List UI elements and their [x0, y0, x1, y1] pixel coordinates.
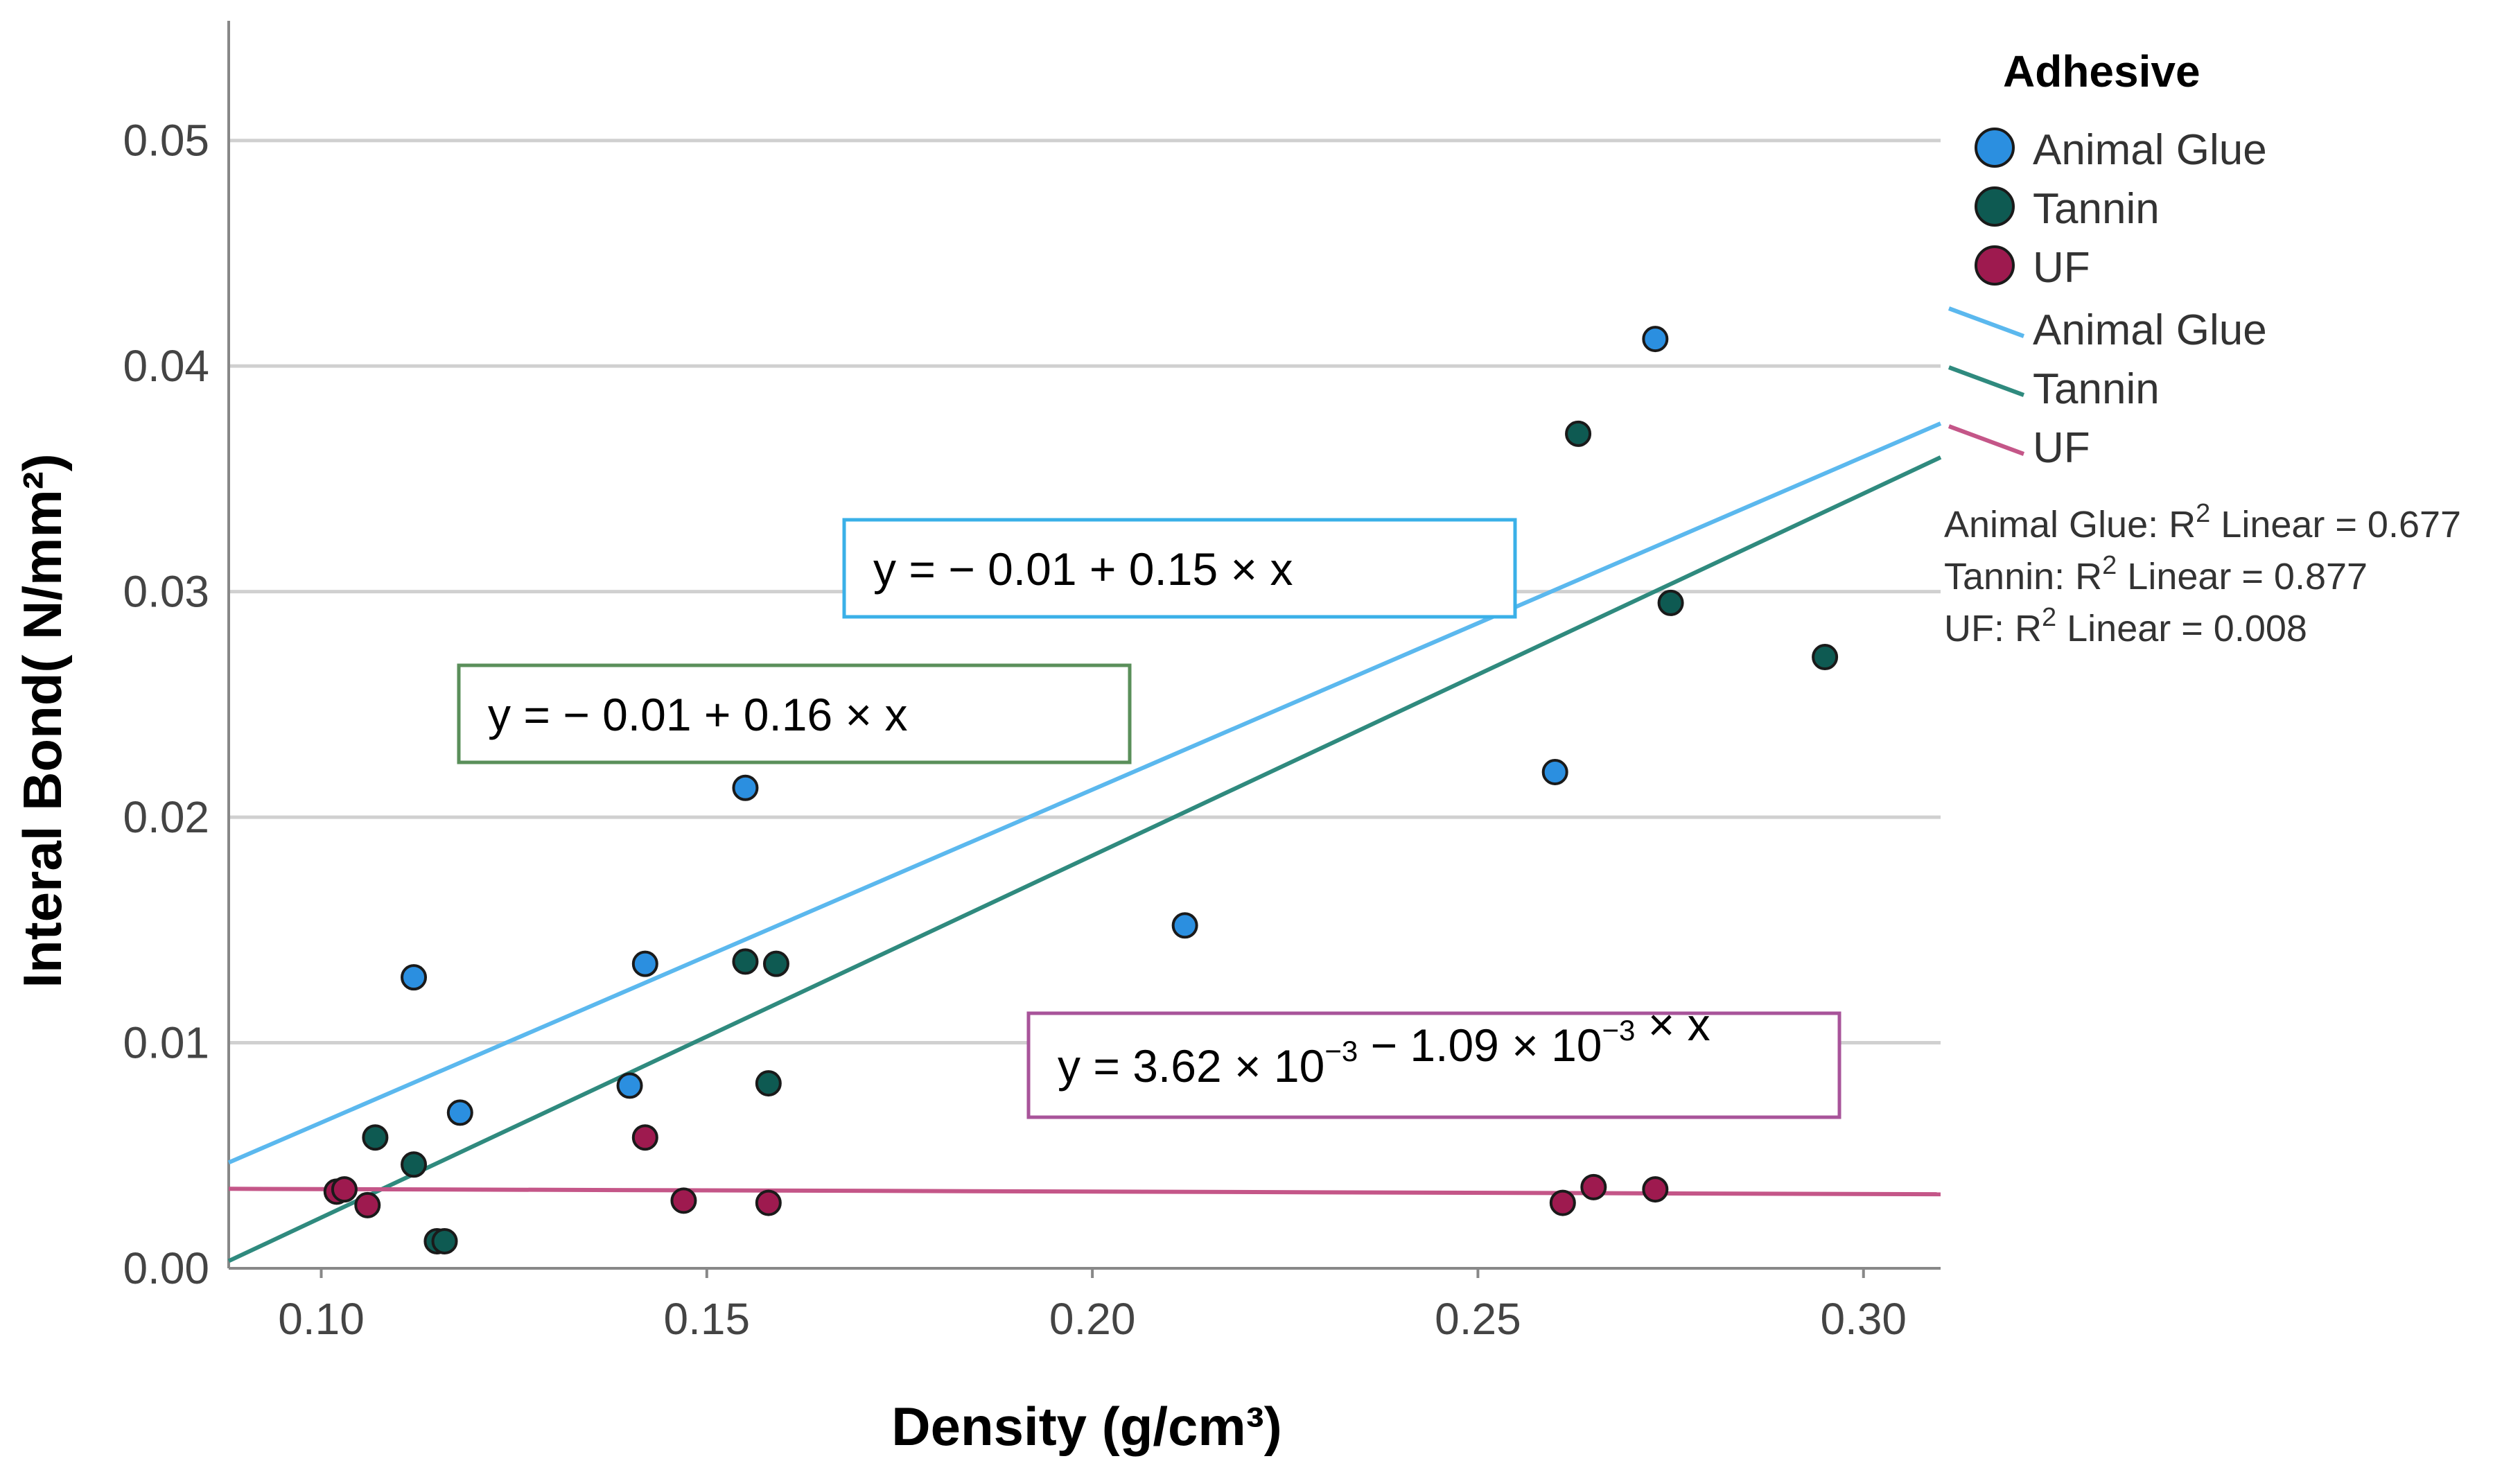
- legend: Adhesive Animal Glue Tannin UF Animal Glue Ta…: [1944, 46, 2461, 649]
- data-point-uf: [755, 1189, 782, 1216]
- legend-marker: [1975, 245, 2015, 286]
- data-point-uf: [1642, 1176, 1669, 1203]
- x-tick-label: 0.20: [1049, 1294, 1136, 1344]
- data-point-tannin: [1657, 589, 1684, 616]
- y-tick-label: 0.00: [123, 1243, 209, 1293]
- legend-label: Animal Glue: [2033, 126, 2267, 174]
- equation-label: y = − 0.01 + 0.15 × x: [873, 543, 1293, 595]
- data-point-uf: [354, 1191, 381, 1218]
- data-point-uf: [331, 1176, 358, 1203]
- legend-line-swatch: [1948, 424, 2025, 456]
- equation-annotations: y = − 0.01 + 0.15 × x y = − 0.01 + 0.16 ×…: [457, 518, 1841, 1119]
- fit-line-animal-glue: [227, 421, 1942, 1165]
- legend-line-swatch: [1948, 306, 2025, 338]
- data-point-uf: [1549, 1189, 1576, 1216]
- data-point-tannin: [401, 1151, 428, 1178]
- equation-box: [457, 663, 1132, 764]
- data-point-animal-glue: [616, 1072, 643, 1099]
- data-point-animal-glue: [732, 774, 759, 801]
- y-tick-label: 0.04: [123, 341, 209, 391]
- data-points: [323, 326, 1839, 1254]
- data-point-animal-glue: [1642, 326, 1669, 353]
- x-tick-label: 0.10: [278, 1294, 365, 1344]
- legend-label: Tannin: [2033, 185, 2160, 233]
- data-point-tannin: [1565, 420, 1592, 447]
- data-point-animal-glue: [1541, 759, 1568, 785]
- legend-label: Animal Glue: [2033, 306, 2267, 354]
- y-tick-label: 0.02: [123, 792, 209, 842]
- data-point-tannin: [362, 1124, 389, 1151]
- fit-line-tannin: [227, 455, 1942, 1263]
- data-point-tannin: [1812, 644, 1839, 671]
- data-point-tannin: [755, 1070, 782, 1097]
- legend-label: UF: [2033, 244, 2090, 292]
- y-tick-label: 0.05: [123, 116, 209, 166]
- data-point-animal-glue: [446, 1099, 473, 1126]
- data-point-animal-glue: [1171, 912, 1198, 939]
- data-point-tannin: [762, 950, 789, 977]
- x-tick-label: 0.15: [664, 1294, 751, 1344]
- legend-label: Tannin: [2033, 365, 2160, 413]
- data-point-tannin: [431, 1227, 458, 1254]
- y-tick-label: 0.01: [123, 1018, 209, 1068]
- data-point-animal-glue: [401, 964, 428, 991]
- y-axis-title: Interal Bond( N/mm²): [12, 453, 73, 988]
- data-point-uf: [670, 1187, 697, 1214]
- legend-label: UF: [2033, 424, 2090, 472]
- x-tick-label: 0.30: [1820, 1294, 1907, 1344]
- legend-title: Adhesive: [2003, 46, 2200, 96]
- axes: 0.00 0.01 0.02 0.03 0.04 0.05 0.10 0.15 0.20 0.25…: [123, 21, 1941, 1344]
- r-squared-label: Tannin: R2 Linear = 0.877: [1944, 551, 2368, 597]
- legend-line-swatch: [1948, 365, 2025, 397]
- data-point-uf: [1580, 1173, 1607, 1200]
- equation-label: y = − 0.01 + 0.16 × x: [488, 689, 907, 740]
- data-point-uf: [631, 1124, 658, 1151]
- x-tick-label: 0.25: [1435, 1294, 1521, 1344]
- r-squared-label: Animal Glue: R2 Linear = 0.677: [1944, 499, 2461, 545]
- data-point-animal-glue: [631, 950, 658, 977]
- legend-marker: [1975, 186, 2015, 227]
- fit-line-uf: [228, 1187, 1941, 1197]
- x-axis-title: Density (g/cm³): [891, 1396, 1281, 1457]
- r-squared-label: UF: R2 Linear = 0.008: [1944, 603, 2307, 649]
- legend-marker: [1975, 128, 2015, 168]
- equation-box: [842, 518, 1517, 619]
- y-tick-label: 0.03: [123, 567, 209, 617]
- equation-label: y = 3.62 × 10−3 − 1.09 × 10−3 × x: [1058, 999, 1710, 1092]
- equation-box: [1026, 1011, 1841, 1119]
- data-point-tannin: [732, 948, 759, 975]
